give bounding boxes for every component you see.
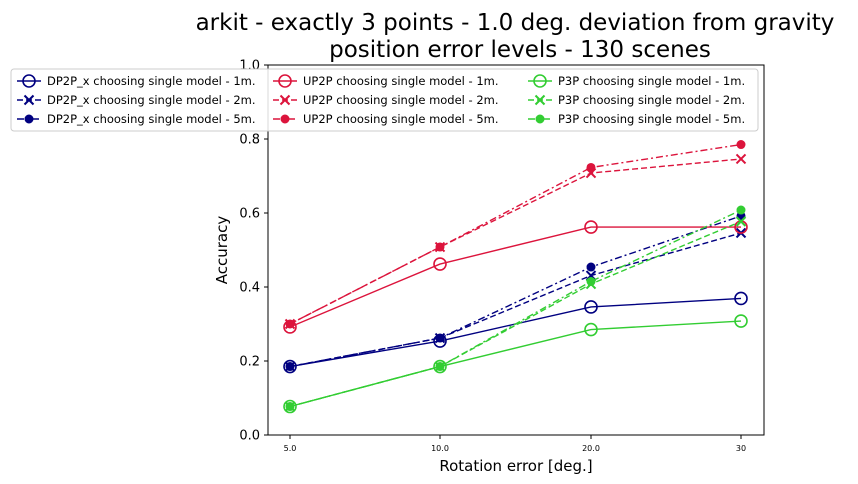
- series-line: [289, 320, 742, 408]
- data-point: [584, 322, 598, 337]
- data-point: [584, 300, 598, 314]
- legend-label: P3P choosing single model - 2m.: [558, 93, 745, 107]
- legend-marker: [535, 114, 545, 124]
- y-tick-label: 0.6: [239, 207, 260, 222]
- series-line: [289, 232, 742, 368]
- data-point: [283, 359, 297, 374]
- data-point: [735, 216, 747, 227]
- plot-frame: [267, 64, 765, 436]
- series-8: [285, 205, 746, 412]
- series-line: [289, 297, 742, 368]
- series-0: [283, 291, 748, 374]
- series-line: [289, 215, 742, 368]
- series-line: [289, 209, 742, 408]
- legend-item: DP2P_x choosing single model - 2m.: [17, 93, 256, 107]
- series-6: [283, 314, 748, 414]
- data-point: [584, 220, 598, 234]
- legend-marker: [280, 114, 290, 124]
- legend-item: UP2P choosing single model - 1m.: [273, 74, 499, 88]
- legend-label: DP2P_x choosing single model - 1m.: [47, 74, 256, 88]
- data-point: [283, 399, 297, 414]
- legend: DP2P_x choosing single model - 1m. DP2P_x…: [10, 68, 759, 132]
- legend-marker: [278, 74, 292, 88]
- y-tick-label: 0.2: [239, 355, 260, 370]
- legend-marker: [23, 94, 35, 106]
- legend-marker: [279, 94, 291, 106]
- y-tick-label: 0.0: [239, 429, 260, 444]
- legend-item: UP2P choosing single model - 5m.: [273, 112, 499, 126]
- legend-label: P3P choosing single model - 1m.: [558, 74, 745, 88]
- data-point: [433, 257, 447, 271]
- series-5: [285, 140, 746, 329]
- legend-marker: [22, 74, 36, 88]
- data-point: [734, 314, 748, 328]
- legend-label: UP2P choosing single model - 2m.: [303, 93, 499, 107]
- data-point: [736, 205, 746, 215]
- legend-label: UP2P choosing single model - 1m.: [303, 74, 499, 88]
- legend-item: P3P choosing single model - 1m.: [528, 74, 745, 88]
- x-tick-label: 30: [736, 444, 746, 453]
- legend-item: UP2P choosing single model - 2m.: [273, 93, 499, 107]
- legend-label: DP2P_x choosing single model - 5m.: [47, 112, 256, 126]
- data-point: [586, 262, 596, 272]
- legend-label: UP2P choosing single model - 5m.: [303, 112, 499, 126]
- data-point: [736, 140, 746, 150]
- data-point: [586, 162, 596, 172]
- data-point: [433, 359, 447, 374]
- legend-marker: [534, 94, 546, 106]
- x-axis-ticks: 5.0 10.0 20.0 30: [284, 435, 746, 453]
- data-point: [285, 402, 295, 412]
- legend-marker: [24, 114, 34, 124]
- data-point: [285, 362, 295, 372]
- series-line: [289, 220, 742, 408]
- data-point: [435, 333, 445, 343]
- x-axis-label: Rotation error [deg.]: [439, 457, 592, 475]
- series-line: [289, 158, 742, 325]
- chart-title: arkit - exactly 3 points - 1.0 deg. devi…: [196, 10, 835, 36]
- legend-item: P3P choosing single model - 2m.: [528, 93, 745, 107]
- legend-box: [10, 68, 759, 132]
- x-tick-label: 20.0: [582, 444, 600, 453]
- series-line: [289, 226, 741, 328]
- chart-subtitle: position error levels - 130 scenes: [329, 37, 711, 63]
- data-point: [586, 276, 596, 286]
- data-point: [435, 362, 445, 372]
- y-axis-label: Accuracy: [213, 216, 231, 285]
- y-tick-label: 0.8: [239, 133, 260, 148]
- legend-label: P3P choosing single model - 5m.: [558, 112, 745, 126]
- y-tick-label: 0.4: [239, 281, 260, 296]
- data-point: [435, 242, 445, 252]
- x-tick-label: 10.0: [431, 444, 449, 453]
- data-point: [735, 153, 747, 165]
- legend-item: DP2P_x choosing single model - 5m.: [17, 112, 256, 126]
- data-point: [734, 291, 748, 306]
- legend-label: DP2P_x choosing single model - 2m.: [47, 93, 256, 107]
- legend-item: P3P choosing single model - 5m.: [528, 112, 745, 126]
- data-point: [285, 319, 295, 329]
- legend-item: DP2P_x choosing single model - 1m.: [17, 74, 256, 88]
- x-tick-label: 5.0: [284, 444, 297, 453]
- series-line: [289, 143, 742, 325]
- legend-marker: [533, 74, 547, 88]
- plot-series: [283, 140, 748, 414]
